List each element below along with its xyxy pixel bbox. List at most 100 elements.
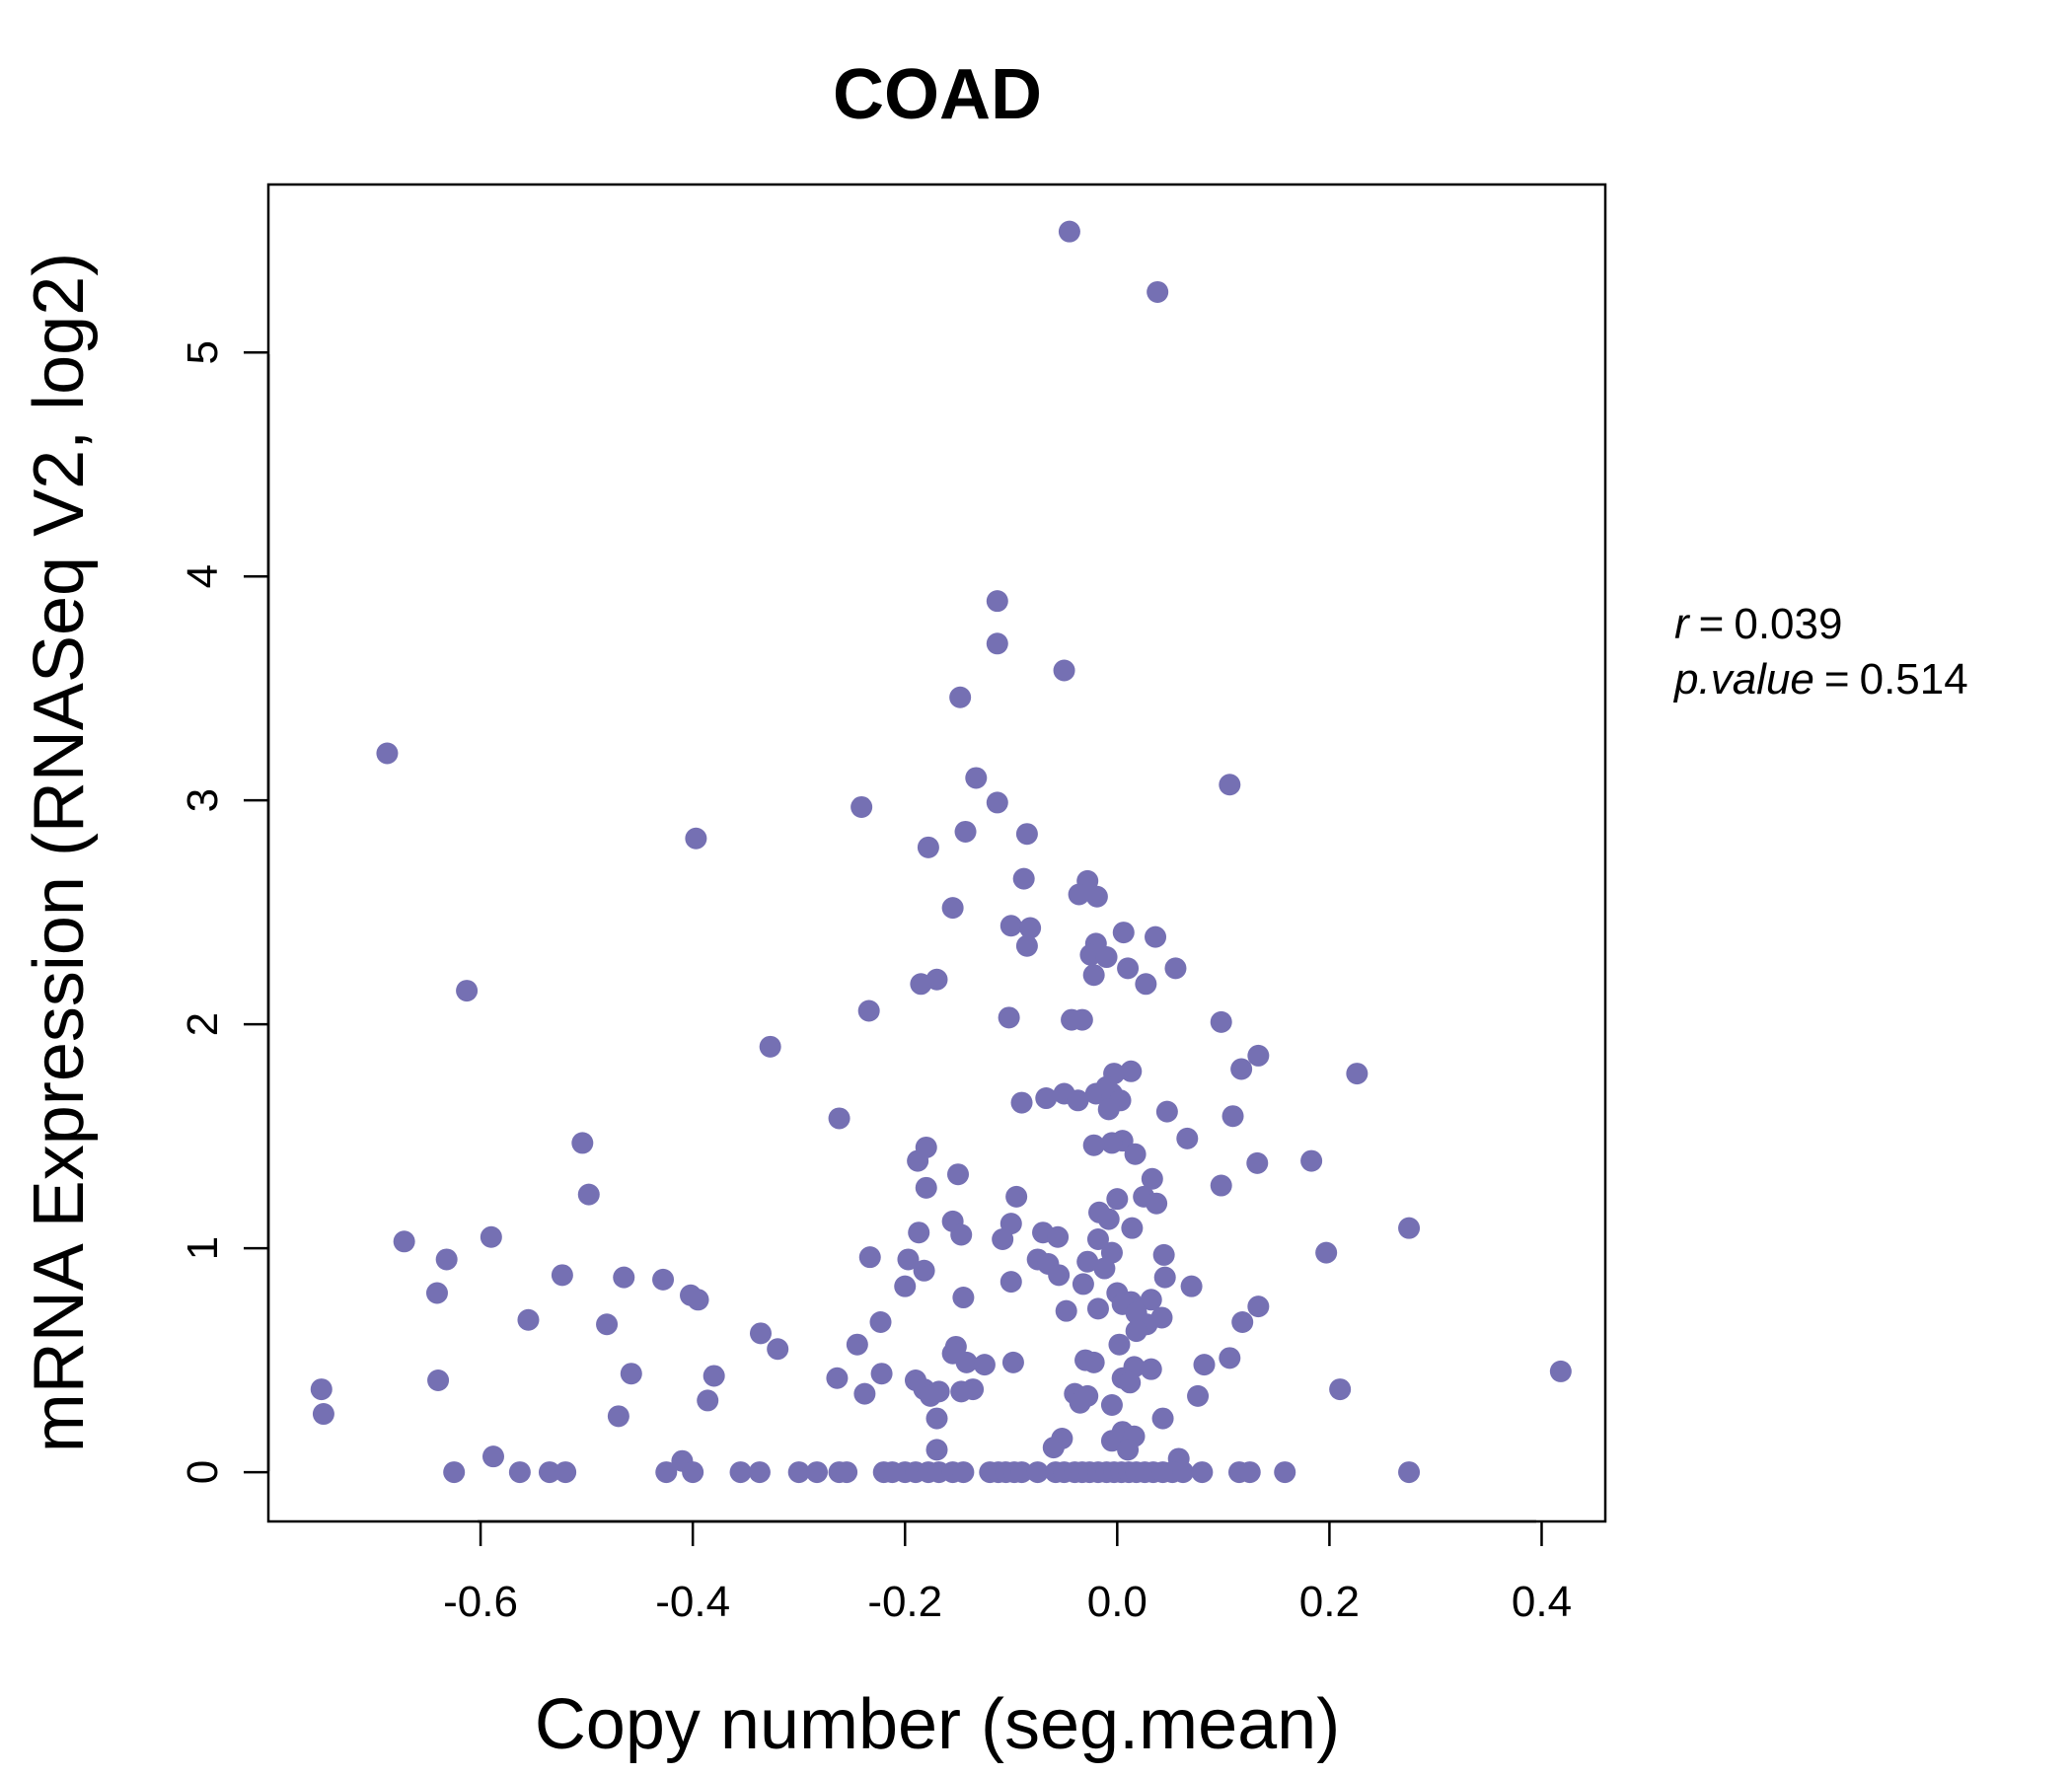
data-point [1549,1360,1572,1382]
data-point [1015,934,1038,957]
stat-r-value: 0.039 [1734,600,1842,648]
y-axis-ticks: 0 1 2 3 4 5 [179,340,268,1484]
data-point [999,1271,1022,1294]
data-point [1082,964,1105,987]
data-point [1315,1241,1338,1264]
data-point [376,742,399,765]
data-point [1164,957,1187,980]
data-point [947,1163,970,1186]
data-point [456,980,479,1002]
data-point [1042,1437,1065,1459]
data-point [1146,1192,1168,1215]
data-point [836,1461,858,1484]
data-point [950,1223,973,1246]
data-point [1097,1208,1120,1230]
stat-r-label: r [1674,600,1691,648]
data-point [1147,280,1169,303]
data-point [857,999,880,1022]
data-point [952,1287,975,1309]
data-point [1085,885,1108,908]
data-point [697,1389,719,1412]
data-point [1117,957,1140,980]
data-point [1015,823,1038,846]
data-point [1053,659,1075,682]
data-point [1300,1149,1323,1172]
data-point [910,973,932,996]
data-point [1082,1134,1105,1156]
data-point [1048,1264,1071,1287]
data-point [1231,1310,1254,1333]
stat-p: p.value = 0.514 [1672,655,1968,703]
y-tick-label: 0 [179,1460,227,1484]
data-point [1097,1098,1120,1121]
data-point [1093,1257,1116,1280]
data-point [312,1403,334,1426]
data-point [652,1268,675,1291]
data-point [1119,1371,1142,1394]
x-tick-label: -0.6 [443,1578,518,1626]
data-point [1140,1358,1162,1380]
data-point [1100,1430,1123,1452]
data-point [1210,1010,1232,1033]
stat-r: r = 0.039 [1674,600,1842,648]
data-point [846,1333,868,1356]
data-point [1346,1063,1369,1085]
data-point [965,767,988,789]
data-point [443,1461,466,1484]
data-point [1230,1058,1253,1080]
x-tick-label: -0.2 [867,1578,942,1626]
data-point [1193,1354,1216,1376]
data-point [481,1445,504,1468]
data-point [620,1363,642,1385]
data-point [858,1246,881,1269]
data-point [1153,1266,1176,1289]
data-point [1100,1393,1123,1416]
data-point [571,1132,594,1154]
data-point [1072,1273,1094,1295]
y-tick-label: 3 [179,788,227,812]
data-point [1035,1087,1058,1110]
data-point [853,1382,876,1405]
x-tick-label: 0.4 [1512,1578,1572,1626]
data-point [999,915,1022,937]
stat-p-value: 0.514 [1860,655,1968,703]
data-point [517,1308,540,1331]
data-point [915,1176,937,1199]
data-point [1247,1295,1270,1318]
data-point [1171,1461,1194,1484]
data-point [596,1313,619,1336]
data-point [1079,943,1102,966]
data-point [1069,1391,1091,1414]
data-point [1084,1082,1107,1105]
data-point [1086,1297,1109,1320]
data-point [1274,1461,1296,1484]
data-point [1246,1151,1269,1174]
data-point [1221,1105,1244,1128]
data-point [1001,1351,1024,1373]
data-point [1106,1188,1129,1211]
data-point [655,1461,678,1484]
data-point [1187,1384,1210,1407]
data-point [425,1282,448,1304]
data-point [1152,1243,1175,1266]
data-point [907,1149,929,1172]
data-point [1012,867,1035,890]
data-point [941,897,964,920]
data-point [427,1369,450,1392]
data-point [613,1266,635,1289]
data-point [508,1461,531,1484]
data-point [538,1461,560,1484]
stat-p-label: p.value [1672,655,1814,703]
y-tick-label: 1 [179,1236,227,1260]
data-point [1155,1100,1178,1123]
correlation-stats: r = 0.039 p.value = 0.514 [1672,600,1968,703]
data-point [826,1367,849,1389]
data-point [1117,1439,1140,1461]
x-axis-ticks: -0.6 -0.4 -0.2 0.0 0.2 0.4 [443,1521,1572,1626]
data-point [551,1264,573,1287]
x-tick-label: 0.0 [1087,1578,1147,1626]
data-point [1010,1461,1033,1484]
data-point [1086,1228,1109,1251]
data-point [1058,220,1080,243]
